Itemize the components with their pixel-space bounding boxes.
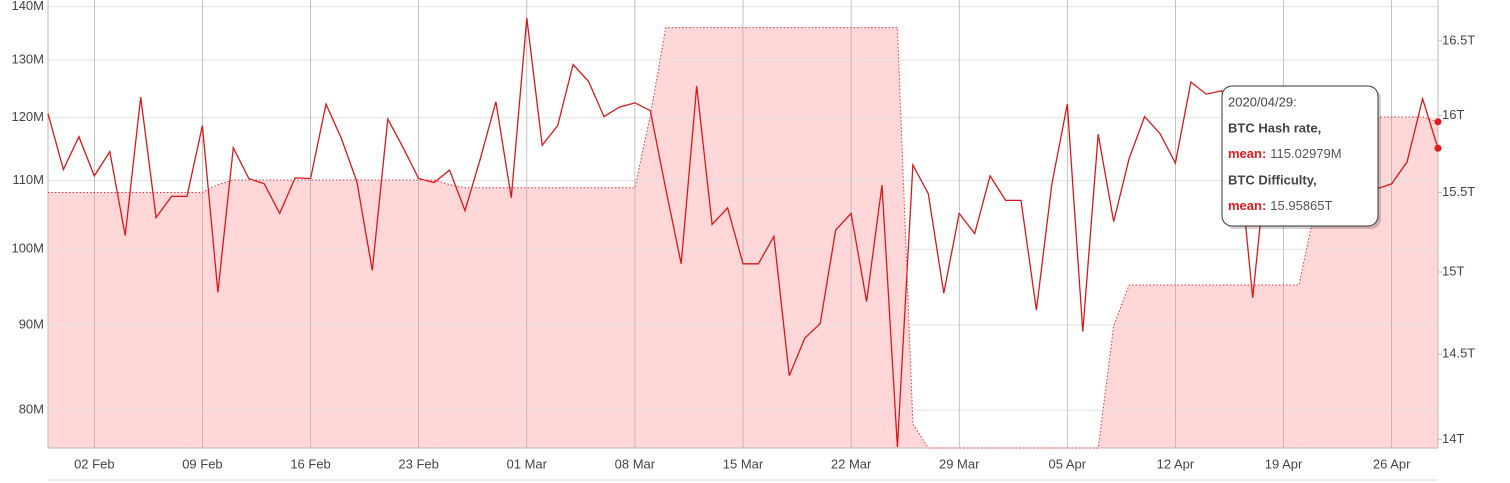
x-tick-label: 16 Feb	[290, 456, 330, 471]
tooltip-value: 15.95865T	[1270, 198, 1332, 213]
y-tick-label: 110M	[12, 172, 44, 187]
tooltip-date: 2020/04/29:	[1228, 94, 1297, 109]
tooltip-box	[1221, 85, 1379, 227]
x-tick-label: 09 Feb	[182, 456, 222, 471]
y-tick-label: 90M	[19, 317, 44, 332]
y2-tick-label: 15.5T	[1442, 184, 1475, 199]
hashrate-line	[47, 18, 1439, 448]
y2-tick-label: 15T	[1442, 263, 1464, 278]
x-tick-label: 29 Mar	[939, 456, 980, 471]
tooltip-series: BTC Difficulty,	[1228, 172, 1317, 187]
tooltip-row: mean: 115.02979M	[1228, 146, 1342, 161]
x-tick-label: 15 Mar	[723, 456, 764, 471]
x-tick-label: 19 Apr	[1265, 456, 1303, 471]
difficulty-line	[48, 27, 1439, 449]
x-tick-label: 01 Mar	[507, 456, 548, 471]
x-tick-label: 08 Mar	[615, 456, 656, 471]
y2-tick-label: 16T	[1442, 107, 1464, 122]
hover-dot	[1434, 144, 1442, 152]
y2-tick-label: 14.5T	[1442, 346, 1475, 361]
y-tick-label: 80M	[19, 402, 44, 417]
x-tick-label: 12 Apr	[1157, 456, 1195, 471]
tooltip: 2020/04/29: BTC Hash rate, mean: 115.02979M…	[1221, 85, 1381, 229]
y-tick-label: 130M	[11, 52, 44, 67]
tooltip-label: mean:	[1228, 198, 1266, 213]
tooltip-row: mean: 15.95865T	[1228, 198, 1333, 213]
hover-dot	[1434, 118, 1442, 126]
tooltip-series: BTC Hash rate,	[1228, 120, 1321, 135]
tooltip-label: mean:	[1228, 146, 1266, 161]
x-tick-label: 23 Feb	[398, 456, 438, 471]
y-tick-label: 100M	[11, 241, 44, 256]
y2-tick-label: 14T	[1442, 431, 1464, 446]
y-tick-label: 120M	[11, 109, 44, 124]
x-tick-label: 26 Apr	[1373, 456, 1411, 471]
x-tick-label: 22 Mar	[831, 456, 872, 471]
tooltip-value: 115.02979M	[1270, 146, 1341, 161]
x-tick-label: 02 Feb	[74, 456, 114, 471]
x-tick-label: 05 Apr	[1049, 456, 1087, 471]
y2-tick-label: 16.5T	[1442, 32, 1475, 47]
y-tick-label: 140M	[11, 0, 44, 13]
